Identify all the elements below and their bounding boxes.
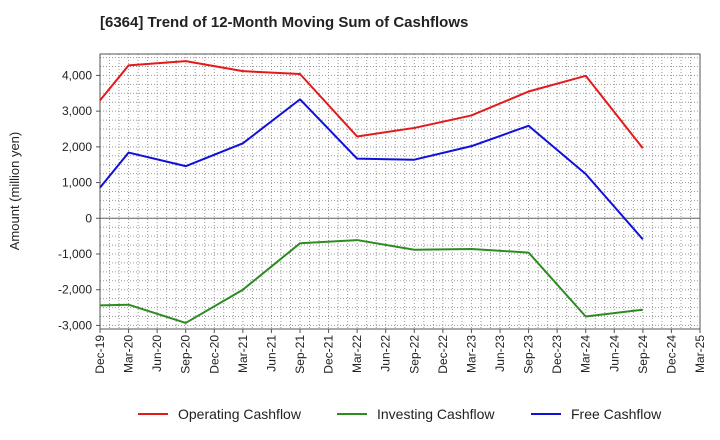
free-cashflow-legend-label: Free Cashflow <box>571 406 662 422</box>
x-tick-label: Sep-23 <box>522 335 536 374</box>
x-tick-label: Sep-24 <box>636 335 650 374</box>
investing-cashflow-line <box>99 239 643 324</box>
grid-lines <box>100 54 700 329</box>
operating-cashflow-line <box>99 60 644 149</box>
y-tick-label: 2,000 <box>62 140 92 154</box>
x-tick-label: Mar-23 <box>464 335 478 373</box>
x-tick-label: Dec-22 <box>436 335 450 374</box>
x-tick-label: Mar-25 <box>693 335 707 373</box>
y-tick-label: 1,000 <box>62 176 92 190</box>
y-tick-label: 3,000 <box>62 104 92 118</box>
x-tick-label: Mar-21 <box>236 335 250 373</box>
operating-cashflow-legend-label: Operating Cashflow <box>178 406 302 422</box>
series-lines <box>99 60 644 324</box>
y-tick-label: -2,000 <box>58 283 92 297</box>
x-tick-label: Jun-22 <box>379 335 393 372</box>
y-tick-label: -3,000 <box>58 318 92 332</box>
x-tick-label: Sep-22 <box>407 335 421 374</box>
y-tick-label: 4,000 <box>62 68 92 82</box>
axes: 4,0003,0002,0001,0000-1,000-2,000-3,000D… <box>58 53 707 374</box>
x-tick-label: Sep-20 <box>179 335 193 374</box>
x-tick-label: Sep-21 <box>293 335 307 374</box>
x-tick-label: Dec-21 <box>322 335 336 374</box>
x-tick-label: Dec-23 <box>550 335 564 374</box>
x-tick-label: Mar-24 <box>579 335 593 373</box>
x-tick-label: Jun-21 <box>264 335 278 372</box>
x-tick-label: Mar-20 <box>122 335 136 373</box>
x-tick-label: Jun-20 <box>150 335 164 372</box>
chart-title: [6364] Trend of 12-Month Moving Sum of C… <box>100 14 469 31</box>
y-axis-title: Amount (million yen) <box>7 132 22 251</box>
investing-cashflow-legend-label: Investing Cashflow <box>377 406 495 422</box>
x-tick-label: Dec-24 <box>664 335 678 374</box>
x-tick-label: Mar-22 <box>350 335 364 373</box>
y-tick-label: -1,000 <box>58 247 92 261</box>
x-tick-label: Jun-23 <box>493 335 507 372</box>
legend: Operating Cashflow Investing Cashflow Free… <box>138 406 662 422</box>
x-tick-label: Dec-19 <box>93 335 107 374</box>
x-tick-label: Jun-24 <box>607 335 621 372</box>
free-cashflow-line <box>99 98 644 241</box>
x-tick-label: Dec-20 <box>207 335 221 374</box>
plot-frame <box>99 53 701 330</box>
y-tick-label: 0 <box>85 211 92 225</box>
